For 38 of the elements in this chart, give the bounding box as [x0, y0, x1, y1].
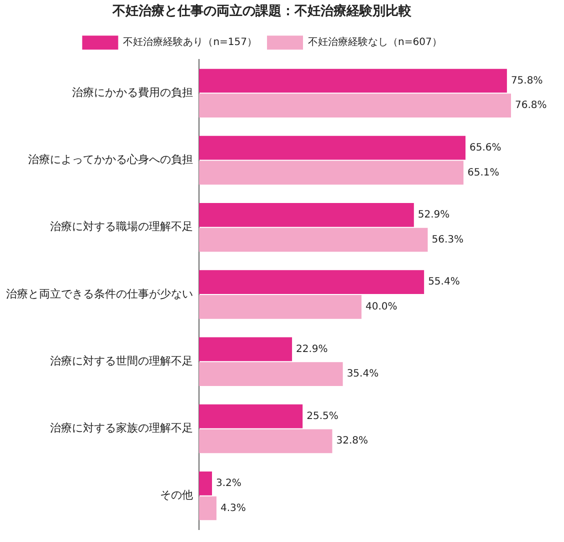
data-label: 55.4%: [428, 276, 460, 288]
data-label: 22.9%: [296, 344, 328, 355]
y-tick-label: その他: [160, 488, 193, 502]
data-label: 75.8%: [510, 75, 543, 86]
y-tick-label: 治療によってかかる心身への負担: [28, 153, 193, 166]
y-tick-label: 治療に対する世間の理解不足: [50, 354, 193, 368]
data-label: 65.1%: [467, 167, 500, 178]
bar: [199, 270, 424, 294]
data-label: 65.6%: [470, 142, 502, 154]
bar: [199, 228, 428, 252]
bar: [199, 68, 507, 93]
bar: [199, 472, 212, 496]
legend-label: 不妊治療経験あり（n=157）: [123, 36, 258, 48]
data-label: 40.0%: [366, 302, 398, 313]
bar: [199, 429, 332, 454]
data-label: 32.8%: [336, 436, 368, 447]
y-tick-label: 治療にかかる費用の負担: [72, 86, 193, 100]
bar: [199, 362, 343, 386]
data-label: 56.3%: [432, 234, 464, 246]
chart-title: 不妊治療と仕事の両立の課題：不妊治療経験別比較: [112, 3, 412, 20]
y-tick-label: 治療に対する職場の理解不足: [50, 220, 193, 234]
data-label: 25.5%: [306, 410, 338, 422]
data-label: 4.3%: [220, 502, 246, 514]
data-label: 76.8%: [515, 100, 547, 112]
bar: [199, 337, 292, 362]
data-label: 35.4%: [346, 368, 379, 380]
bar: [199, 136, 466, 160]
y-tick-label: 治療と両立できる条件の仕事が少ない: [6, 287, 193, 300]
bar: [199, 404, 303, 428]
data-label: 3.2%: [216, 478, 242, 490]
bar: [199, 294, 362, 319]
bar: [199, 94, 511, 118]
bar: [199, 160, 464, 185]
y-tick-label: 治療に対する家族の理解不足: [50, 422, 193, 435]
legend-label: 不妊治療経験なし（n=607）: [308, 36, 442, 48]
bar: [199, 203, 414, 227]
bar: [199, 496, 216, 520]
data-label: 52.9%: [418, 210, 450, 221]
